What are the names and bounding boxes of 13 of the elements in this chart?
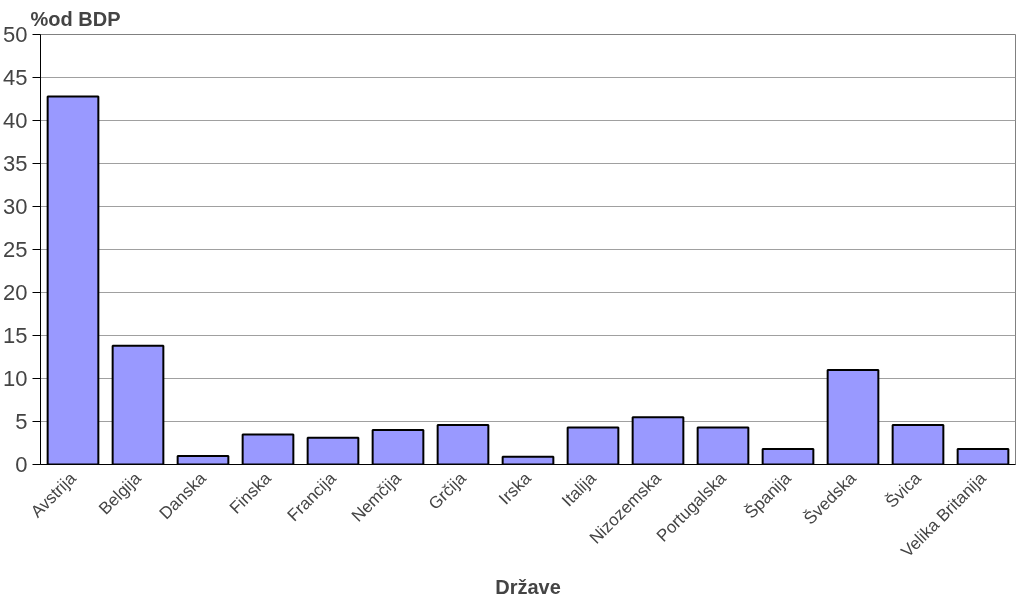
x-axis-title: Države <box>495 575 561 598</box>
y-tick-label: 25 <box>3 237 28 262</box>
y-tick-label: 45 <box>3 65 28 90</box>
y-tick-label: 40 <box>3 108 28 133</box>
y-tick-label: 35 <box>3 151 28 176</box>
y-axis-title: %od BDP <box>30 7 121 30</box>
y-tick-label: 15 <box>3 323 28 348</box>
y-tick-label: 50 <box>3 22 28 47</box>
y-tick-label: 10 <box>3 366 28 391</box>
y-tick-label: 5 <box>15 409 28 434</box>
y-tick-label: 20 <box>3 280 28 305</box>
y-tick-label: 0 <box>15 452 28 477</box>
y-tick-label: 30 <box>3 194 28 219</box>
